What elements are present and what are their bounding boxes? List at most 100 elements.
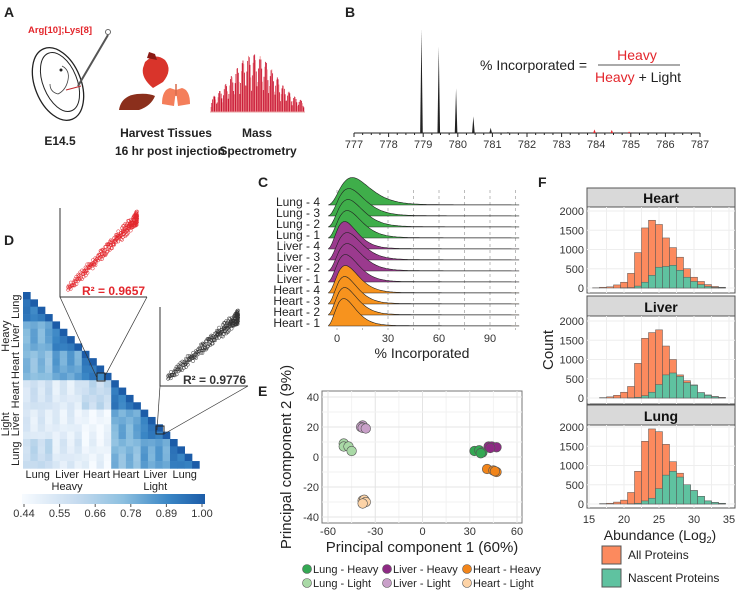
pca-point xyxy=(360,423,371,434)
bar-nascent-proteins xyxy=(690,490,698,505)
heatmap-cell xyxy=(59,446,68,454)
legend-label-all: All Proteins xyxy=(628,548,689,562)
inset-point xyxy=(78,270,83,275)
heatmap-cell xyxy=(111,446,119,454)
inset-point xyxy=(82,269,87,274)
heatmap-cell xyxy=(103,380,112,388)
heatmap-cell xyxy=(111,439,119,447)
inset-point xyxy=(82,268,86,273)
heatmap-cell xyxy=(81,439,90,447)
heatmap-cell xyxy=(125,416,134,425)
inset-point xyxy=(210,341,215,346)
inset-point xyxy=(80,277,84,281)
heatmap-cell xyxy=(125,461,134,469)
bar-all-proteins xyxy=(613,395,621,399)
heatmap-cell xyxy=(74,424,83,432)
colorbar xyxy=(22,494,205,504)
inset-point xyxy=(184,365,188,369)
heatmap-cell xyxy=(125,394,134,403)
heatmap-cell xyxy=(81,409,90,418)
inset-point xyxy=(182,360,186,364)
heatmap-cell xyxy=(118,453,127,462)
bar-all-proteins xyxy=(627,386,635,399)
heatmap-cell xyxy=(133,424,141,432)
heatmap-cell xyxy=(96,461,105,469)
ridge-lung xyxy=(328,177,520,206)
inset-point xyxy=(100,252,104,257)
heatmap-cell xyxy=(89,380,97,388)
heatmap-cell xyxy=(67,409,75,418)
heatmap-cell xyxy=(45,328,53,337)
inset-point xyxy=(215,328,219,333)
heatmap-cell xyxy=(155,431,163,440)
inset-point xyxy=(194,356,198,361)
hist-y-tick: 2000 xyxy=(560,422,584,434)
heatmap-cell xyxy=(37,314,46,322)
bar-nascent-proteins xyxy=(641,395,649,399)
bar-all-proteins xyxy=(648,428,656,505)
inset-point xyxy=(183,362,187,367)
heatmap-cell xyxy=(81,461,90,469)
heatmap-cell xyxy=(89,431,97,440)
heatmap-cell xyxy=(45,372,53,381)
panel-label-e: E xyxy=(258,383,267,399)
heatmap-cell xyxy=(140,453,149,462)
inset-point xyxy=(96,258,100,263)
heatmap-cell xyxy=(89,394,97,403)
bar-nascent-proteins xyxy=(704,286,712,289)
inset-point xyxy=(134,216,139,220)
mz-tick-label: 786 xyxy=(656,139,674,151)
inset-point xyxy=(186,357,191,361)
heatmap-cell xyxy=(45,380,53,388)
panel-label-a: A xyxy=(4,4,14,20)
heatmap-cell xyxy=(52,446,61,454)
inset-point xyxy=(93,263,98,268)
bar-nascent-proteins xyxy=(669,471,677,505)
inset-point xyxy=(123,229,128,234)
hist-y-tick: 2000 xyxy=(560,316,584,328)
inset-point xyxy=(123,234,128,239)
heatmap-cell xyxy=(45,453,53,462)
bar-all-proteins xyxy=(620,499,628,505)
ridge-x-tick: 0 xyxy=(334,333,340,345)
ridge-heart xyxy=(328,298,520,327)
mz-tick-label: 782 xyxy=(518,139,536,151)
colorbar-tick-label: 0.44 xyxy=(13,508,34,520)
pca-point xyxy=(489,466,501,477)
heatmap-cell xyxy=(67,461,75,469)
heatmap-cell xyxy=(103,372,112,381)
bar-nascent-proteins xyxy=(704,500,712,505)
heatmap-cell xyxy=(133,431,141,440)
inset-point xyxy=(167,372,171,377)
heatmap-cell xyxy=(140,461,149,469)
bar-nascent-proteins xyxy=(690,281,698,289)
inset-point xyxy=(166,374,170,378)
inset-point xyxy=(228,319,233,324)
inset-point xyxy=(126,230,131,235)
heatmap-row-label: Heart xyxy=(10,352,22,379)
heatmap-cell xyxy=(37,394,46,403)
heatmap-cell xyxy=(52,453,61,462)
inset-point xyxy=(110,246,114,251)
hist-y-tick: 2000 xyxy=(560,206,584,218)
heatmap-cell xyxy=(96,402,105,410)
bar-all-proteins xyxy=(634,363,642,399)
hist-x-tick: 15 xyxy=(583,514,595,526)
heatmap-cell xyxy=(81,453,90,462)
bar-nascent-proteins xyxy=(690,385,698,399)
heatmap-cell xyxy=(23,431,31,440)
liver-icon xyxy=(119,93,155,110)
heatmap-cell xyxy=(67,387,75,396)
heatmap-cell xyxy=(67,372,75,381)
heatmap-cell xyxy=(30,321,38,330)
heatmap-cell xyxy=(23,446,31,454)
ridge-label: Liver - 4 xyxy=(277,239,321,253)
heatmap-cell xyxy=(118,402,127,410)
heatmap-cell xyxy=(30,299,38,307)
ridge-lung xyxy=(328,188,520,217)
bar-all-proteins xyxy=(620,391,628,399)
heatmap-cell xyxy=(89,402,97,410)
heatmap-cell xyxy=(103,394,112,403)
heatmap-cell xyxy=(81,380,90,388)
